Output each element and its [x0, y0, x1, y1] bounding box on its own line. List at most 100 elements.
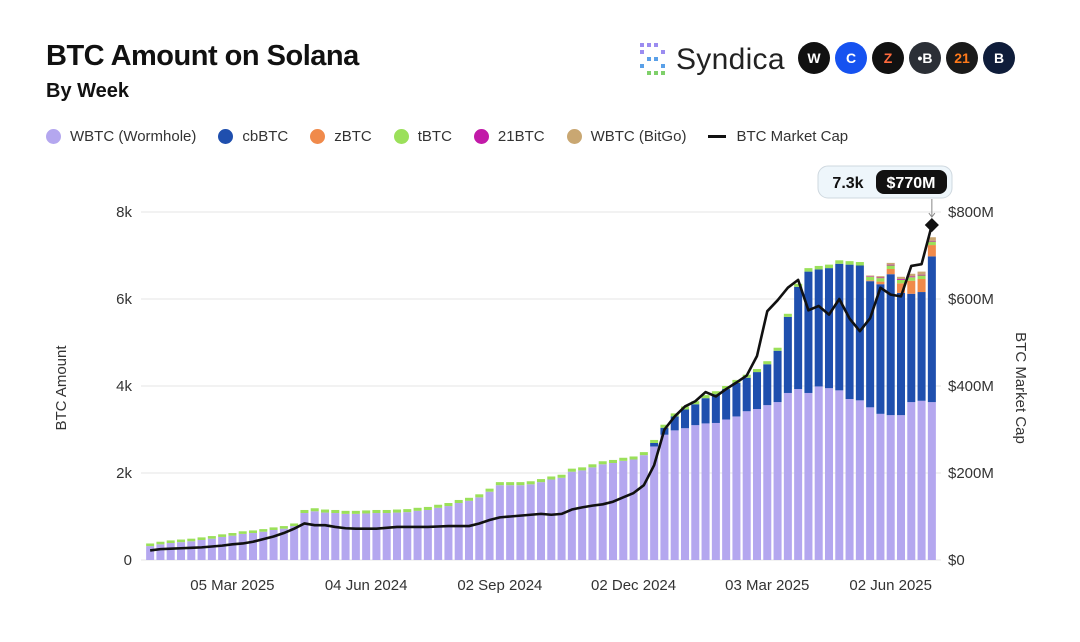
bar-segment[interactable] — [629, 456, 638, 460]
bar-segment[interactable] — [516, 482, 525, 486]
market-cap-endpoint-marker[interactable] — [924, 217, 939, 233]
bar-segment[interactable] — [896, 283, 906, 293]
bar-segment[interactable] — [907, 273, 916, 277]
bar-segment[interactable] — [917, 271, 926, 275]
bar-segment[interactable] — [464, 497, 474, 501]
bar-segment[interactable] — [454, 499, 463, 504]
bar-segment[interactable] — [876, 284, 885, 414]
bar-segment[interactable] — [752, 369, 762, 373]
bar-segment[interactable] — [752, 372, 762, 410]
bar-segment[interactable] — [783, 392, 792, 560]
bar-segment[interactable] — [752, 409, 762, 560]
bar-segment[interactable] — [886, 268, 895, 275]
bar-segment[interactable] — [886, 274, 895, 416]
bar-segment[interactable] — [896, 279, 906, 284]
bar-segment[interactable] — [886, 415, 895, 560]
bar-segment[interactable] — [166, 540, 175, 544]
bar-segment[interactable] — [444, 503, 453, 507]
bar-segment[interactable] — [845, 264, 854, 400]
bar-segment[interactable] — [331, 509, 340, 514]
bar-segment[interactable] — [485, 488, 494, 492]
bar-segment[interactable] — [187, 541, 196, 560]
bar-segment[interactable] — [824, 268, 834, 389]
bar-segment[interactable] — [372, 509, 381, 514]
bar-segment[interactable] — [475, 497, 484, 560]
legend-item[interactable]: WBTC (Wormhole) — [46, 128, 196, 145]
bar-segment[interactable] — [855, 400, 864, 560]
bar-segment[interactable] — [598, 464, 607, 560]
bar-segment[interactable] — [783, 313, 792, 317]
bar-segment[interactable] — [742, 377, 751, 412]
market-cap-series-line[interactable] — [149, 224, 934, 552]
bar-segment[interactable] — [660, 434, 669, 560]
bar-segment[interactable] — [382, 509, 391, 514]
bar-segment[interactable] — [310, 508, 319, 512]
bar-segment[interactable] — [362, 513, 371, 560]
bar-segment[interactable] — [927, 241, 936, 246]
bar-segment[interactable] — [650, 446, 659, 560]
bar-segment[interactable] — [742, 411, 751, 560]
bar-segment[interactable] — [896, 278, 906, 280]
bar-segment[interactable] — [464, 500, 474, 560]
bar-segment[interactable] — [588, 464, 597, 468]
bar-segment[interactable] — [485, 491, 494, 560]
bar-segment[interactable] — [341, 513, 350, 560]
bar-segment[interactable] — [835, 260, 844, 264]
bar-segment[interactable] — [876, 277, 885, 279]
bar-segment[interactable] — [896, 292, 906, 416]
bar-segment[interactable] — [228, 533, 237, 536]
bar-segment[interactable] — [886, 262, 895, 265]
bar-segment[interactable] — [187, 538, 196, 542]
bar-segment[interactable] — [845, 399, 854, 560]
bar-segment[interactable] — [176, 539, 186, 543]
bar-segment[interactable] — [269, 529, 278, 560]
legend-item[interactable]: zBTC — [310, 128, 372, 145]
bar-segment[interactable] — [917, 400, 926, 560]
bar-segment[interactable] — [567, 468, 576, 472]
bar-segment[interactable] — [290, 523, 299, 527]
bar-segment[interactable] — [691, 404, 700, 426]
bar-segment[interactable] — [279, 528, 288, 560]
bar-segment[interactable] — [835, 263, 844, 391]
bar-segment[interactable] — [855, 262, 864, 266]
bar-segment[interactable] — [917, 275, 926, 279]
bar-segment[interactable] — [680, 409, 690, 429]
bar-segment[interactable] — [701, 423, 710, 560]
bar-segment[interactable] — [650, 439, 659, 443]
bar-segment[interactable] — [536, 479, 546, 483]
bar-segment[interactable] — [866, 281, 875, 408]
bar-segment[interactable] — [927, 237, 936, 241]
bar-segment[interactable] — [866, 407, 875, 560]
bar-segment[interactable] — [176, 542, 186, 560]
bar-segment[interactable] — [434, 504, 443, 508]
bar-segment[interactable] — [927, 245, 936, 257]
bar-segment[interactable] — [228, 535, 237, 560]
bar-segment[interactable] — [794, 389, 803, 560]
bar-segment[interactable] — [619, 457, 628, 461]
bar-segment[interactable] — [341, 510, 350, 514]
bar-segment[interactable] — [722, 419, 731, 561]
bar-segment[interactable] — [279, 526, 288, 529]
bar-segment[interactable] — [413, 510, 422, 560]
bar-segment[interactable] — [557, 477, 566, 560]
bar-segment[interactable] — [732, 416, 741, 560]
bar-segment[interactable] — [639, 452, 648, 456]
bar-segment[interactable] — [917, 292, 926, 401]
bar-segment[interactable] — [763, 361, 772, 365]
bar-segment[interactable] — [259, 531, 268, 560]
bar-segment[interactable] — [927, 240, 936, 242]
bar-segment[interactable] — [794, 283, 803, 287]
bar-segment[interactable] — [495, 485, 504, 560]
bar-segment[interactable] — [403, 512, 412, 560]
bar-segment[interactable] — [351, 513, 360, 560]
bar-segment[interactable] — [650, 442, 659, 447]
bar-segment[interactable] — [824, 388, 834, 560]
bar-segment[interactable] — [886, 265, 895, 269]
bar-segment[interactable] — [639, 455, 648, 560]
bar-segment[interactable] — [197, 537, 206, 540]
bar-segment[interactable] — [866, 275, 875, 277]
bar-segment[interactable] — [475, 494, 484, 498]
bar-segment[interactable] — [814, 265, 823, 270]
legend-item[interactable]: cbBTC — [218, 128, 288, 145]
bar-segment[interactable] — [866, 276, 875, 281]
